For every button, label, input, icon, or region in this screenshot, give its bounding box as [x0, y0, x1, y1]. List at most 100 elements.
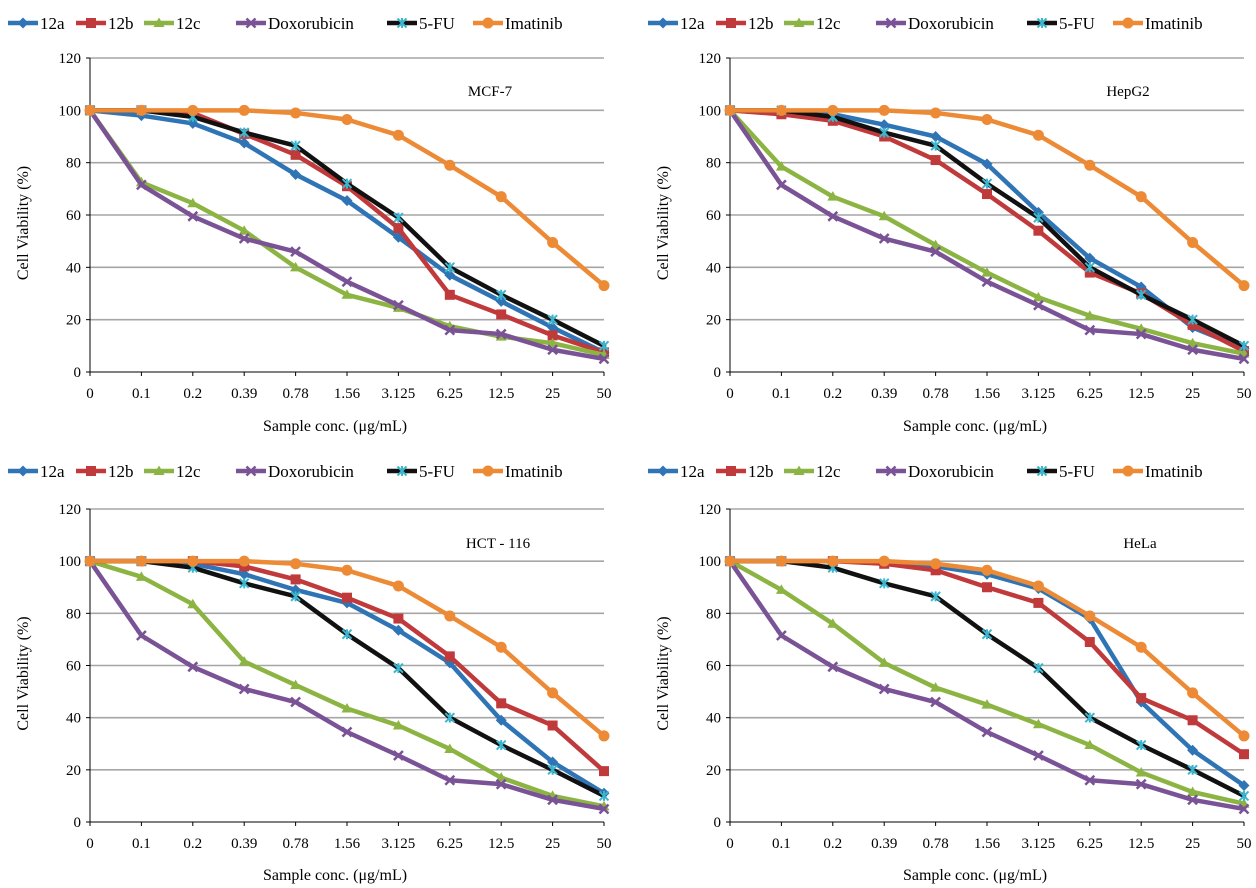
legend-item-5-fu: 5-FU — [1027, 14, 1095, 33]
legend: 12a 12b 12c Doxorubicin 5-FU Imatinib — [8, 14, 563, 33]
y-tick-label: 100 — [59, 554, 82, 570]
data-point-doxorubicin — [187, 661, 199, 673]
data-point-doxorubicin — [393, 299, 404, 311]
x-tick-label: 0.2 — [823, 836, 842, 852]
legend-item-12b: 12b — [76, 14, 134, 33]
data-point-12c — [981, 267, 993, 277]
x-tick-label: 0.1 — [772, 836, 791, 852]
data-point-5-fu — [598, 790, 610, 802]
panel-label: HeLa — [1123, 536, 1157, 552]
data-point-doxorubicin — [598, 353, 610, 365]
x-tick-label: 1.56 — [974, 386, 1001, 402]
legend-marker — [86, 18, 96, 28]
y-tick-label: 100 — [699, 103, 722, 119]
legend-marker — [245, 465, 257, 477]
legend-item-12a: 12a — [8, 462, 65, 481]
data-point-doxorubicin — [827, 661, 839, 673]
data-point-doxorubicin — [1187, 794, 1198, 806]
x-tick-label: 0.39 — [871, 836, 897, 852]
y-tick-label: 0 — [74, 365, 82, 381]
series-imatinib — [724, 555, 1250, 742]
y-axis-title: Cell Viability (%) — [15, 166, 32, 280]
data-point-5-fu — [393, 662, 404, 674]
x-tick-label: 0.2 — [823, 386, 842, 402]
data-point-12b — [496, 698, 507, 709]
x-tick-label: 1.56 — [974, 836, 1001, 852]
data-point-12a — [1187, 744, 1199, 756]
data-point-imatinib — [84, 104, 96, 116]
data-point-imatinib — [775, 104, 787, 116]
data-point-doxorubicin — [981, 276, 993, 288]
legend-label: 5-FU — [1059, 14, 1095, 33]
legend-marker — [793, 465, 805, 475]
legend-marker — [726, 18, 736, 28]
x-tick-label: 50 — [597, 836, 612, 852]
data-point-12b — [547, 330, 558, 341]
data-point-doxorubicin — [547, 344, 558, 356]
data-point-12c — [547, 337, 559, 348]
legend-label: Doxorubicin — [908, 14, 994, 33]
data-point-12c — [444, 743, 456, 753]
data-point-imatinib — [547, 687, 559, 699]
y-tick-label: 0 — [74, 815, 82, 831]
data-point-12c — [187, 598, 199, 609]
legend-item-12b: 12b — [716, 462, 774, 481]
x-tick-label: 25 — [1185, 836, 1200, 852]
x-tick-label: 12.5 — [1128, 386, 1154, 402]
series-line-12c — [87, 108, 607, 358]
legend-item-doxorubicin: Doxorubicin — [236, 462, 354, 481]
legend-item-12b: 12b — [716, 14, 774, 33]
legend-item-doxorubicin: Doxorubicin — [236, 14, 354, 33]
series-12a — [724, 104, 1250, 354]
y-tick-label: 60 — [66, 208, 81, 224]
series-12a — [84, 555, 610, 799]
data-point-12c — [187, 197, 199, 208]
data-point-doxorubicin — [1084, 774, 1096, 786]
panel-hct-116: 0 20 40 60 80 100 120 0 0.1 0.2 0.39 0.78 1.56 3.125 6… — [8, 462, 612, 884]
data-point-imatinib — [775, 555, 787, 567]
data-point-imatinib — [930, 558, 942, 570]
x-tick-label: 0 — [86, 386, 94, 402]
data-point-12c — [341, 289, 353, 299]
data-point-5-fu — [341, 628, 353, 640]
data-point-12b — [1239, 749, 1249, 760]
data-point-doxorubicin — [776, 179, 787, 191]
legend-label: 12a — [680, 462, 705, 481]
y-tick-label: 120 — [699, 502, 722, 518]
legend-item-5-fu: 5-FU — [387, 462, 455, 481]
legend-marker — [1036, 17, 1048, 29]
data-point-imatinib — [444, 610, 456, 622]
data-point-12c — [775, 584, 787, 594]
legend-marker — [657, 465, 669, 477]
data-point-imatinib — [1238, 730, 1250, 742]
data-point-doxorubicin — [136, 179, 147, 191]
panel-label: HepG2 — [1106, 84, 1149, 100]
data-point-doxorubicin — [341, 726, 353, 738]
data-point-12a — [930, 131, 942, 142]
data-point-12a — [1238, 779, 1250, 791]
x-tick-label: 25 — [545, 836, 560, 852]
data-point-doxorubicin — [393, 750, 404, 761]
series-imatinib — [84, 555, 610, 742]
data-point-12b — [342, 592, 352, 603]
legend-label: 5-FU — [419, 14, 455, 33]
panel-mcf-7: 0 20 40 60 80 100 120 0 0.1 0.2 0.39 0.78 1.56 3.125 6… — [8, 14, 612, 435]
x-tick-label: 0.1 — [772, 386, 791, 402]
data-point-doxorubicin — [444, 324, 456, 336]
legend-label: Doxorubicin — [268, 462, 354, 481]
data-point-doxorubicin — [1238, 803, 1250, 815]
data-point-doxorubicin — [290, 696, 301, 708]
panel-label: HCT - 116 — [466, 536, 531, 552]
legend-marker — [657, 17, 669, 29]
data-point-12b — [290, 574, 301, 585]
data-point-imatinib — [444, 159, 456, 171]
x-tick-label: 6.25 — [437, 836, 463, 852]
data-point-imatinib — [1187, 236, 1199, 248]
data-point-doxorubicin — [776, 630, 787, 641]
data-point-imatinib — [392, 580, 404, 592]
data-point-12a — [238, 568, 250, 580]
data-point-12a — [878, 119, 890, 131]
legend-marker — [153, 17, 165, 27]
legend-marker — [86, 466, 96, 476]
legend-marker — [1122, 465, 1134, 477]
